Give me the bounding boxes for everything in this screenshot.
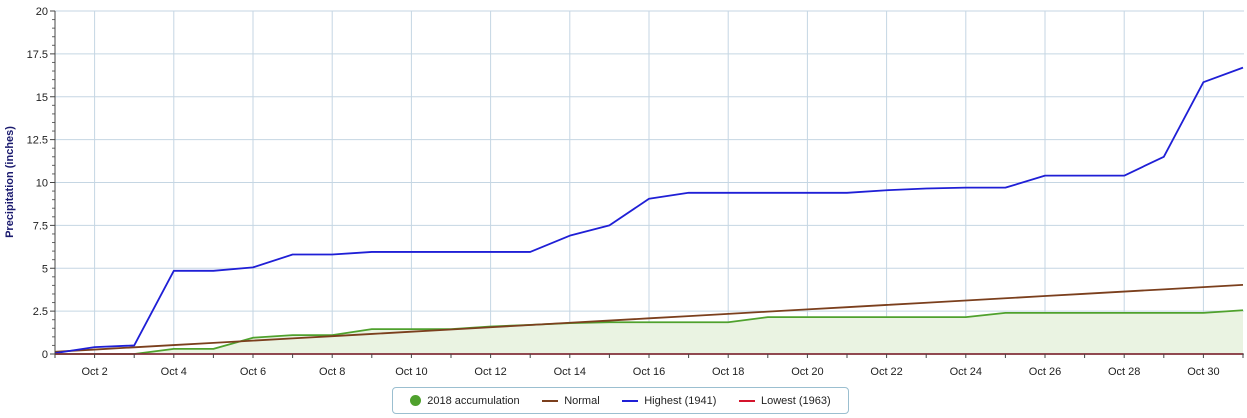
legend-item-normal[interactable]: Normal — [542, 394, 600, 407]
x-tick-label: Oct 16 — [633, 366, 665, 378]
legend-marker — [622, 399, 639, 402]
legend-marker — [738, 399, 755, 402]
legend-item-highest[interactable]: Highest (1941) — [622, 395, 716, 407]
x-tick-label: Oct 24 — [950, 366, 982, 378]
x-tick-label: Oct 6 — [240, 366, 266, 378]
series-line-0 — [55, 309, 1244, 355]
x-tick-label: Oct 22 — [870, 366, 902, 378]
x-tick-label: Oct 20 — [791, 366, 823, 378]
y-tick-label: 0 — [42, 349, 48, 361]
legend-marker — [410, 395, 422, 406]
series-line-2 — [54, 66, 1244, 355]
legend-label: 2018 accumulation — [427, 394, 520, 407]
series-area-0 — [55, 310, 1243, 354]
x-tick-label: Oct 10 — [395, 366, 427, 378]
legend: 2018 accumulation Normal Highest (1941) … — [392, 387, 849, 414]
y-tick-label: 2.5 — [33, 306, 48, 318]
x-tick-labels: Oct 2 Oct 4 Oct 6 Oct 8 Oct 10 Oct 12 Oct 14 Oc… — [81, 366, 1219, 378]
legend-item-2018-accumulation[interactable]: 2018 accumulation — [410, 394, 520, 407]
x-tick-label: Oct 26 — [1029, 366, 1061, 378]
x-tick-label: Oct 18 — [712, 366, 744, 378]
y-tick-label: 10 — [36, 178, 48, 190]
y-tick-label: 15 — [36, 92, 48, 104]
y-tick-label: 12.5 — [27, 135, 48, 147]
legend-label: Lowest (1963) — [760, 394, 831, 407]
x-tick-label: Oct 14 — [554, 366, 586, 378]
y-axis-title: Precipitation (inches) — [4, 126, 16, 238]
legend-label: Highest (1941) — [644, 394, 717, 407]
grid — [55, 10, 1244, 355]
y-tick-label: 7.5 — [33, 220, 48, 232]
legend-label: Normal — [564, 394, 600, 407]
x-tick-label: Oct 28 — [1108, 366, 1140, 378]
series-line-1 — [54, 283, 1244, 353]
y-tick-label: 17.5 — [27, 49, 48, 61]
axes — [50, 10, 1244, 358]
x-tick-label: Oct 30 — [1187, 366, 1219, 378]
y-tick-label: 5 — [42, 263, 48, 275]
y-tick-labels: 0 2.5 5 7.5 10 12.5 15 17.5 20 — [27, 6, 48, 361]
x-tick-label: Oct 4 — [161, 366, 187, 378]
y-tick-label: 20 — [36, 6, 48, 18]
x-tick-label: Oct 12 — [474, 366, 506, 378]
legend-item-lowest[interactable]: Lowest (1963) — [738, 394, 831, 407]
x-tick-label: Oct 2 — [81, 366, 107, 378]
legend-marker — [542, 399, 559, 402]
area-fill-layer — [55, 310, 1243, 354]
x-tick-label: Oct 8 — [319, 366, 345, 378]
